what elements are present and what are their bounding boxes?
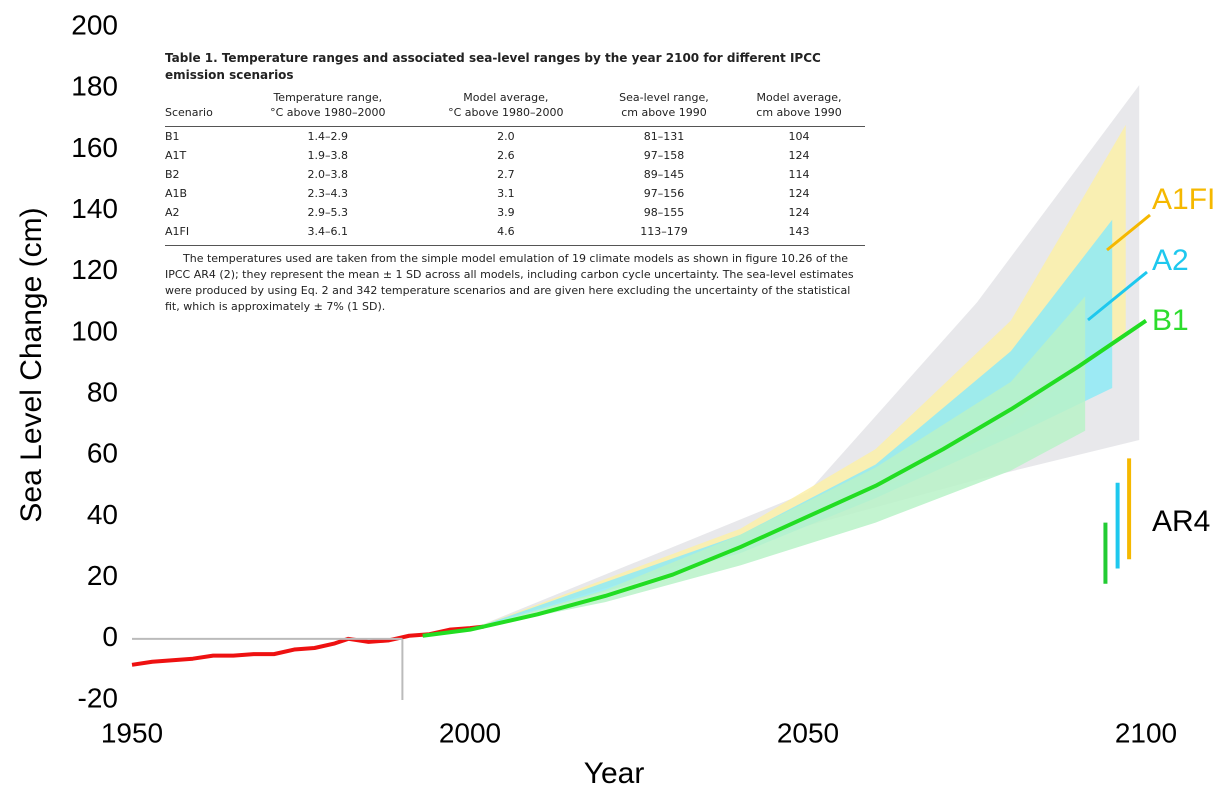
header-line: Sea-level range, [619, 91, 709, 104]
series-label: A2 [1152, 244, 1189, 277]
header-line: °C above 1980–2000 [448, 106, 564, 119]
table-cell: 2.3–4.3 [307, 187, 349, 200]
header-line: Model average, [463, 91, 549, 104]
y-tick-label: 120 [71, 254, 118, 285]
table: Scenario Temperature range, °C above 1980–… [165, 90, 865, 246]
column-header: Temperature range, °C above 1980–2000 [238, 90, 417, 127]
x-tick-label: 1950 [101, 717, 163, 748]
table-cell: 98–155 [643, 206, 685, 219]
table-cell: A2 [165, 206, 180, 219]
column-header: Model average, °C above 1980–2000 [416, 90, 595, 127]
table-row: A1T 1.9–3.8 2.6 97–158 124 [165, 146, 865, 165]
x-tick-label: 2050 [777, 717, 839, 748]
header-line: Temperature range, [273, 91, 383, 104]
y-tick-label: 160 [71, 132, 118, 163]
series-label: A1FI [1152, 183, 1215, 216]
y-tick-label: 100 [71, 315, 118, 346]
table-cell: 124 [788, 187, 810, 200]
table-cell: 97–158 [643, 149, 685, 162]
table-cell: B1 [165, 130, 180, 143]
a2-pointer [1087, 270, 1148, 322]
column-header: Sea-level range, cm above 1990 [594, 90, 734, 127]
table-cell: 2.9–5.3 [307, 206, 349, 219]
table-cell: 124 [788, 206, 810, 219]
table-title: Table 1. Temperature ranges and associat… [165, 51, 821, 82]
y-tick-label: 60 [87, 438, 118, 469]
table-cell: A1FI [165, 222, 239, 246]
table-cell: 124 [788, 149, 810, 162]
table-cell: 3.9 [497, 206, 515, 219]
table-cell: 3.1 [497, 187, 515, 200]
header-line: cm above 1990 [621, 106, 707, 119]
y-tick-label: 40 [87, 499, 118, 530]
y-tick-label: -20 [78, 682, 118, 713]
band [470, 296, 1086, 630]
line [422, 319, 1148, 638]
table-row: B2 2.0–3.8 2.7 89–145 114 [165, 165, 865, 184]
y-axis-title: Sea Level Change (cm) [15, 207, 48, 522]
table-row: B1 1.4–2.9 2.0 81–131 104 [165, 127, 865, 147]
table-cell: 81–131 [643, 130, 685, 143]
table-panel: Table 1. Temperature ranges and associat… [165, 50, 865, 315]
ar4-label: AR4 [1152, 505, 1210, 538]
table-cell: A1B [165, 187, 188, 200]
table-cell: 2.0–3.8 [307, 168, 349, 181]
column-header: Model average, cm above 1990 [733, 90, 865, 127]
table-cell: A1T [165, 149, 187, 162]
y-tick-label: 20 [87, 560, 118, 591]
series-label: B1 [1152, 304, 1189, 337]
table-row: A2 2.9–5.3 3.9 98–155 124 [165, 203, 865, 222]
table-cell: 114 [788, 168, 810, 181]
table-cell: 2.6 [497, 149, 515, 162]
table-cell: 113–179 [594, 222, 734, 246]
y-tick-label: 140 [71, 193, 118, 224]
x-tick-label: 2000 [439, 717, 501, 748]
lines [131, 319, 1148, 667]
header-line: Model average, [756, 91, 842, 104]
table-cell: 97–156 [643, 187, 685, 200]
table-cell: 2.7 [497, 168, 515, 181]
table-cell: 1.9–3.8 [307, 149, 349, 162]
column-header: Scenario [165, 90, 239, 127]
table-footnote: The temperatures used are taken from the… [165, 252, 854, 313]
header-row: Scenario Temperature range, °C above 1980–… [165, 90, 865, 127]
table-row: A1FI 3.4–6.1 4.6 113–179 143 [165, 222, 865, 246]
x-axis-title: Year [584, 757, 645, 790]
y-tick-label: 80 [87, 376, 118, 407]
table-cell: 1.4–2.9 [307, 130, 349, 143]
header-line: Scenario [165, 106, 213, 119]
y-tick-label: 0 [102, 621, 118, 652]
header-line: cm above 1990 [756, 106, 842, 119]
table-cell: 2.0 [497, 130, 515, 143]
table-cell: 143 [733, 222, 865, 246]
header-line: °C above 1980–2000 [270, 106, 386, 119]
table-body: B1 1.4–2.9 2.0 81–131 104 A1T 1.9–3.8 2.6 97–158… [165, 127, 865, 246]
line [131, 624, 484, 667]
table-cell: 104 [788, 130, 810, 143]
table-cell: 4.6 [416, 222, 595, 246]
table-cell: 3.4–6.1 [238, 222, 417, 246]
a1fi-pointer [1106, 213, 1151, 252]
y-tick-label: 200 [71, 9, 118, 40]
table-cell: B2 [165, 168, 180, 181]
y-tick-label: 180 [71, 71, 118, 102]
table-row: A1B 2.3–4.3 3.1 97–156 124 [165, 184, 865, 203]
x-tick-label: 2100 [1115, 717, 1177, 748]
table-cell: 89–145 [643, 168, 685, 181]
